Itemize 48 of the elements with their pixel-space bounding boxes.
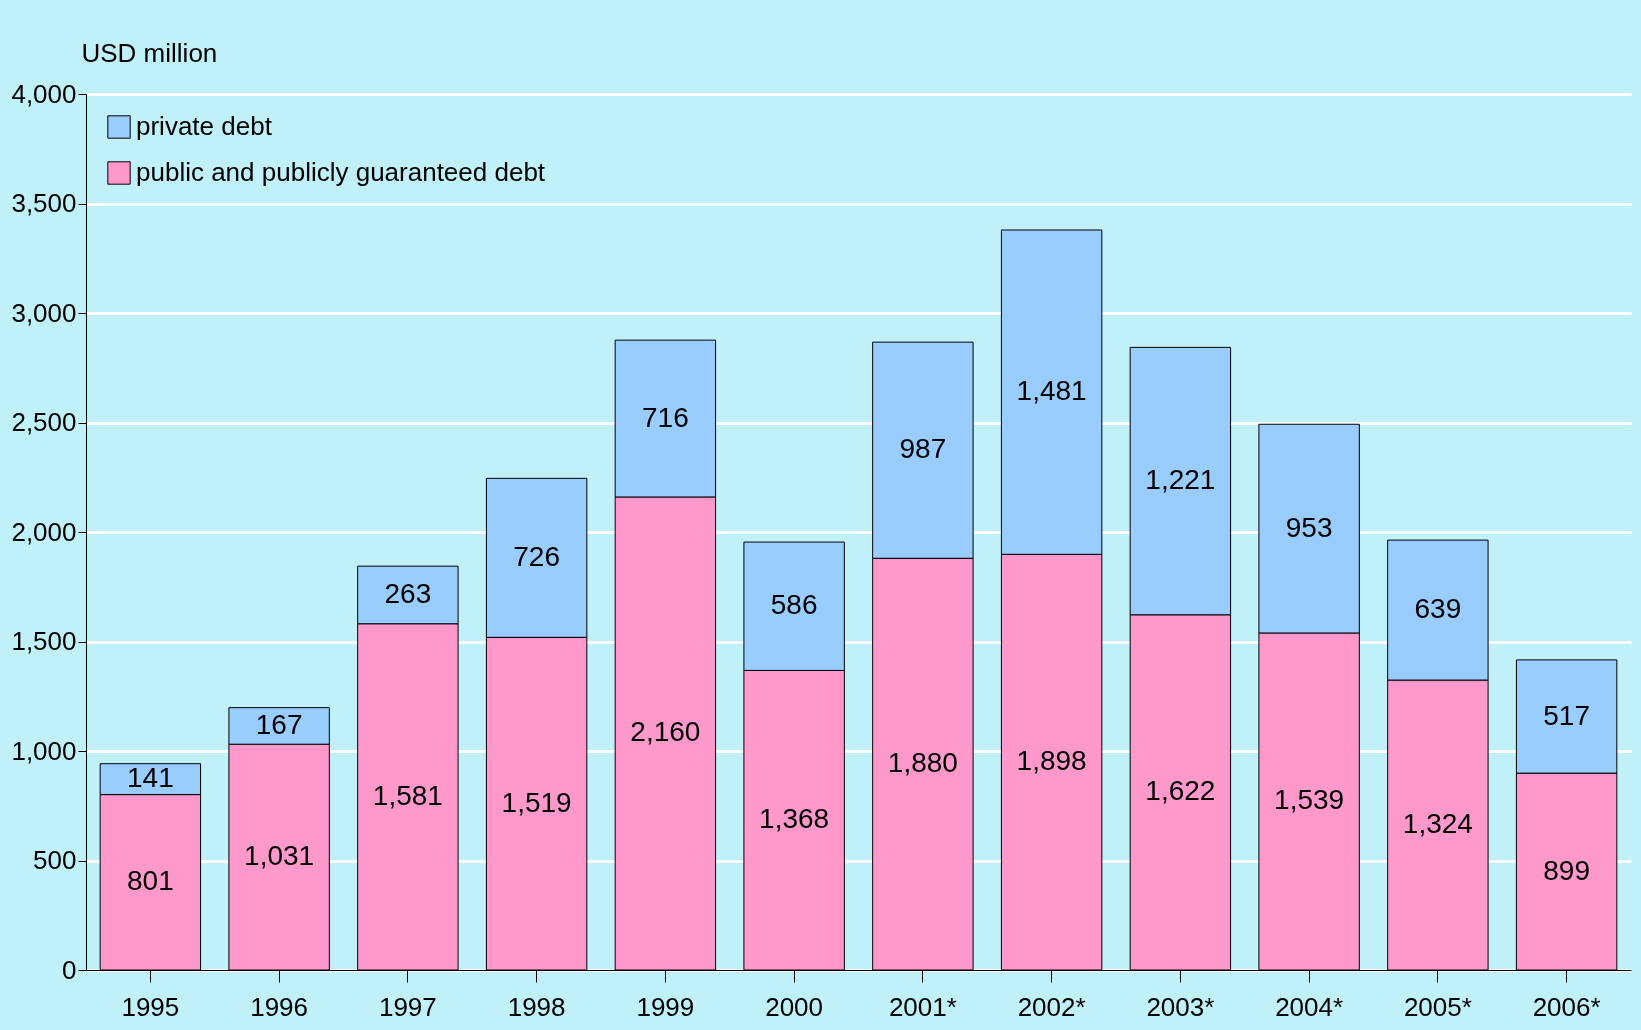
x-tick-label: 1998	[507, 991, 566, 1022]
y-tick-label: 2,500	[11, 407, 77, 437]
data-label: 1,481	[1016, 375, 1087, 407]
data-label: 1,898	[1016, 745, 1087, 777]
y-tick-label: 4,000	[11, 78, 77, 109]
data-label: 1,539	[1274, 784, 1345, 816]
data-label: 1,324	[1402, 808, 1473, 840]
x-tick-label: 2000	[765, 991, 824, 1022]
data-label: 517	[1543, 699, 1590, 731]
x-tick-label: 2004*	[1275, 991, 1344, 1022]
x-tick-label: 2003*	[1146, 991, 1215, 1022]
x-tick-label: 2001*	[888, 991, 957, 1022]
y-tick-label: 1,000	[11, 735, 77, 766]
legend-label: private debt	[136, 111, 273, 141]
data-label: 167	[255, 708, 303, 740]
data-label: 586	[770, 589, 818, 621]
data-label: 987	[899, 433, 947, 465]
data-label: 1,880	[887, 747, 958, 779]
legend-label: public and publicly guaranteed debt	[136, 157, 546, 187]
data-label: 639	[1414, 593, 1462, 625]
data-label: 1,368	[759, 803, 830, 835]
x-tick-label: 2005*	[1403, 991, 1472, 1022]
x-tick-label: 1999	[636, 991, 695, 1022]
x-tick-label: 1997	[378, 991, 437, 1022]
data-label: 1,221	[1145, 464, 1216, 496]
data-label: 1,581	[372, 779, 443, 811]
x-tick-label: 2002*	[1017, 991, 1086, 1022]
data-label: 716	[642, 401, 689, 433]
data-label: 726	[513, 540, 560, 572]
y-tick-label: 0	[62, 954, 77, 985]
data-label: 1,031	[244, 840, 315, 872]
x-tick-label: 1996	[250, 991, 309, 1022]
data-label: 263	[384, 577, 432, 609]
data-label: 1,519	[501, 786, 572, 818]
data-label: 141	[127, 762, 174, 794]
y-tick-label: 2,000	[11, 516, 77, 547]
data-label: 953	[1285, 511, 1333, 543]
x-tick-label: 1995	[121, 991, 180, 1022]
y-tick-label: 500	[33, 845, 77, 875]
data-label: 2,160	[630, 716, 701, 748]
data-label: 801	[127, 865, 174, 897]
x-tick-label: 2006*	[1532, 991, 1601, 1022]
y-axis-title: USD million	[81, 37, 218, 68]
y-tick-label: 1,500	[11, 626, 77, 656]
data-label: 1,622	[1145, 775, 1216, 807]
y-tick-label: 3,500	[11, 188, 77, 218]
data-label: 899	[1543, 854, 1590, 886]
y-tick-label: 3,000	[11, 297, 77, 328]
